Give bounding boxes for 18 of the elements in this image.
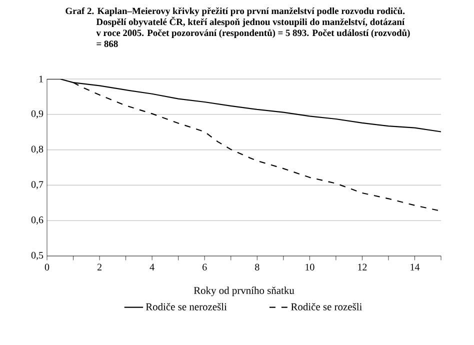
y-tick-label: 0,9 bbox=[31, 110, 44, 118]
x-tick-label: 4 bbox=[150, 264, 154, 270]
y-tick-label: 0,5 bbox=[31, 252, 44, 260]
x-tick-label: 6 bbox=[202, 264, 207, 270]
legend-label: Rodiče se rozešli bbox=[291, 302, 362, 310]
x-tick-label: 2 bbox=[97, 264, 102, 270]
y-tick-label: 1 bbox=[39, 76, 43, 82]
x-axis-title: Roky od prvního sňatku bbox=[194, 286, 294, 296]
x-tick-label: 10 bbox=[306, 264, 314, 270]
chart-title: Graf 2. Kaplan–Meierovy křivky přežití pro první manželství podle rozvodu rodičů. Dospělí obyvatelé ČR, kteří alespoň jednou vstoupili do manželství, dotázaní v roce 2005. Počet pozorování (respondentů) = 5 893. Počet událostí (rozvodů) = 868 bbox=[66, 7, 410, 48]
y-tick-label: 0,6 bbox=[31, 216, 44, 225]
legend-label: Rodiče se nerozešli bbox=[146, 302, 227, 310]
x-tick-label: 12 bbox=[358, 264, 367, 270]
x-tick-label: 8 bbox=[255, 264, 260, 270]
x-tick-label: 0 bbox=[44, 264, 50, 270]
y-tick-label: 0,8 bbox=[31, 146, 44, 154]
x-tick-label: 14 bbox=[410, 264, 420, 270]
y-tick-label: 0,7 bbox=[31, 181, 44, 190]
